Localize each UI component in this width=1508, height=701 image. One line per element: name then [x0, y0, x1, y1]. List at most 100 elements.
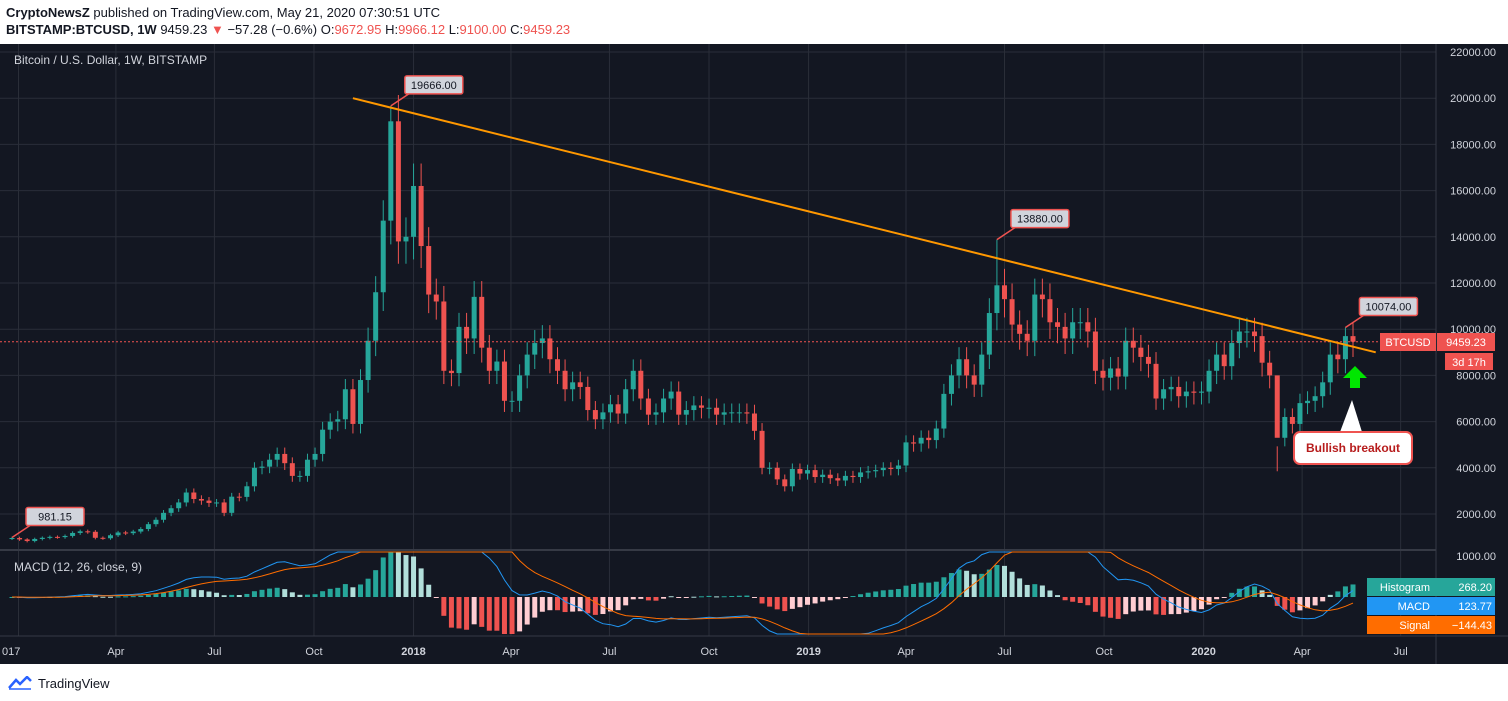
candle-body[interactable]: [524, 354, 530, 376]
candle-body[interactable]: [1055, 322, 1061, 327]
candle-body[interactable]: [805, 470, 811, 474]
candle-body[interactable]: [1320, 382, 1326, 397]
candle-body[interactable]: [161, 512, 167, 520]
candle-body[interactable]: [418, 185, 424, 247]
candle-body[interactable]: [759, 430, 765, 468]
candle-body[interactable]: [691, 405, 697, 411]
candle-body[interactable]: [1198, 391, 1204, 393]
candle-body[interactable]: [24, 539, 30, 542]
candle-body[interactable]: [282, 453, 288, 464]
candle-body[interactable]: [789, 468, 795, 487]
candle-body[interactable]: [403, 236, 409, 242]
candle-body[interactable]: [971, 375, 977, 385]
candle-body[interactable]: [380, 220, 386, 293]
candle-body[interactable]: [70, 532, 76, 536]
candle-body[interactable]: [1077, 322, 1083, 324]
candle-body[interactable]: [138, 529, 144, 532]
candle-body[interactable]: [433, 294, 439, 302]
candle-body[interactable]: [858, 472, 864, 478]
candle-body[interactable]: [62, 535, 68, 538]
candle-body[interactable]: [1001, 285, 1007, 300]
candle-body[interactable]: [873, 470, 879, 472]
tradingview-footer[interactable]: TradingView: [8, 672, 110, 694]
candle-body[interactable]: [698, 405, 704, 408]
candle-body[interactable]: [979, 354, 985, 385]
candle-body[interactable]: [547, 338, 553, 360]
candle-body[interactable]: [494, 361, 500, 371]
candle-body[interactable]: [198, 498, 204, 501]
candle-body[interactable]: [736, 412, 742, 414]
candle-body[interactable]: [1070, 322, 1076, 339]
candle-body[interactable]: [1123, 340, 1129, 377]
candle-body[interactable]: [54, 536, 60, 538]
candle-body[interactable]: [191, 492, 197, 499]
candle-body[interactable]: [1236, 331, 1242, 344]
candle-body[interactable]: [562, 370, 568, 390]
candle-body[interactable]: [714, 407, 720, 415]
candle-body[interactable]: [221, 502, 227, 513]
candle-body[interactable]: [903, 442, 909, 466]
candle-body[interactable]: [297, 475, 303, 477]
candle-body[interactable]: [585, 386, 591, 411]
candle-body[interactable]: [259, 466, 265, 468]
candle-body[interactable]: [1191, 391, 1197, 393]
candle-body[interactable]: [729, 412, 735, 414]
candle-body[interactable]: [320, 429, 326, 454]
candle-body[interactable]: [85, 531, 91, 533]
candle-body[interactable]: [342, 389, 348, 420]
candle-body[interactable]: [1100, 370, 1106, 378]
candle-body[interactable]: [176, 502, 182, 509]
candle-body[interactable]: [274, 453, 280, 460]
candle-body[interactable]: [911, 442, 917, 444]
candle-body[interactable]: [1092, 331, 1098, 371]
candle-body[interactable]: [1282, 416, 1288, 438]
candle-body[interactable]: [994, 285, 1000, 314]
candle-body[interactable]: [335, 419, 341, 422]
candle-body[interactable]: [327, 421, 333, 430]
candle-body[interactable]: [1274, 375, 1280, 438]
candle-body[interactable]: [865, 471, 871, 473]
candle-body[interactable]: [835, 478, 841, 481]
candle-body[interactable]: [486, 347, 492, 371]
candle-body[interactable]: [812, 470, 818, 478]
candle-body[interactable]: [1009, 299, 1015, 325]
candle-body[interactable]: [411, 185, 417, 237]
candle-body[interactable]: [774, 467, 780, 480]
candle-body[interactable]: [153, 519, 159, 525]
candle-body[interactable]: [1017, 324, 1023, 334]
candle-body[interactable]: [100, 537, 106, 539]
candle-body[interactable]: [1297, 403, 1303, 424]
candle-body[interactable]: [1305, 400, 1311, 404]
candle-body[interactable]: [1342, 336, 1348, 360]
candle-body[interactable]: [1047, 299, 1053, 323]
candle-body[interactable]: [304, 459, 310, 476]
y-axis[interactable]: 2000.004000.006000.008000.0010000.001200…: [1450, 47, 1496, 563]
candle-body[interactable]: [501, 361, 507, 401]
candle-body[interactable]: [471, 296, 477, 339]
candle-body[interactable]: [1259, 336, 1265, 363]
candle-body[interactable]: [1062, 326, 1068, 339]
candle-body[interactable]: [933, 428, 939, 441]
candle-body[interactable]: [47, 536, 53, 538]
candle-body[interactable]: [1312, 396, 1318, 401]
candle-body[interactable]: [539, 338, 545, 344]
candle-body[interactable]: [312, 453, 318, 460]
candle-body[interactable]: [706, 407, 712, 409]
candle-body[interactable]: [1350, 336, 1356, 342]
candle-body[interactable]: [554, 359, 560, 371]
candle-body[interactable]: [986, 313, 992, 355]
candle-body[interactable]: [1335, 354, 1341, 360]
candle-body[interactable]: [479, 296, 485, 348]
candle-body[interactable]: [1024, 333, 1030, 341]
candle-body[interactable]: [1085, 322, 1091, 332]
candle-body[interactable]: [1032, 294, 1038, 341]
candle-body[interactable]: [39, 537, 45, 539]
publisher-name[interactable]: CryptoNewsZ: [6, 5, 90, 20]
candle-body[interactable]: [630, 370, 636, 390]
candle-body[interactable]: [638, 370, 644, 399]
candle-body[interactable]: [92, 531, 98, 538]
candle-body[interactable]: [395, 121, 401, 242]
candle-body[interactable]: [623, 389, 629, 414]
candle-body[interactable]: [941, 393, 947, 429]
candle-body[interactable]: [683, 410, 689, 415]
